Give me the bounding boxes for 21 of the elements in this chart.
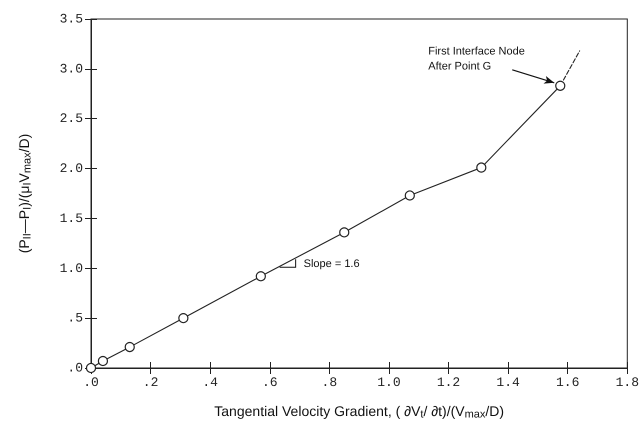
x-tick-label: 1.0 xyxy=(377,375,401,390)
annotation: First Interface Node After Point G xyxy=(428,45,525,72)
x-tick-label: 1.4 xyxy=(496,375,520,390)
x-tick-label: 1.6 xyxy=(556,375,580,390)
y-tick-label: .5 xyxy=(67,310,83,326)
text: (PII—PI)/(μIVmax/D) xyxy=(16,134,34,254)
y-tick-label: 1.5 xyxy=(60,210,83,226)
x-tick-label: 1.8 xyxy=(616,375,639,390)
annotation: Slope = 1.6 xyxy=(304,258,360,270)
y-tick-label: 3.0 xyxy=(60,61,83,76)
x-tick-label: 1.2 xyxy=(436,375,460,390)
y-tick-label: 2.5 xyxy=(60,111,83,126)
y-tick-label: 1.0 xyxy=(60,260,83,276)
y-tick-label: 2.0 xyxy=(60,161,83,176)
x-tick-label: .0 xyxy=(83,375,99,390)
x-tick-label: .6 xyxy=(262,375,278,390)
x-tick-label: .8 xyxy=(322,375,338,390)
y-tick-label: 3.5 xyxy=(60,12,83,26)
y-tick-label: .0 xyxy=(67,360,83,376)
x-tick-label: .2 xyxy=(142,375,158,390)
x-tick-label: .4 xyxy=(202,375,218,390)
